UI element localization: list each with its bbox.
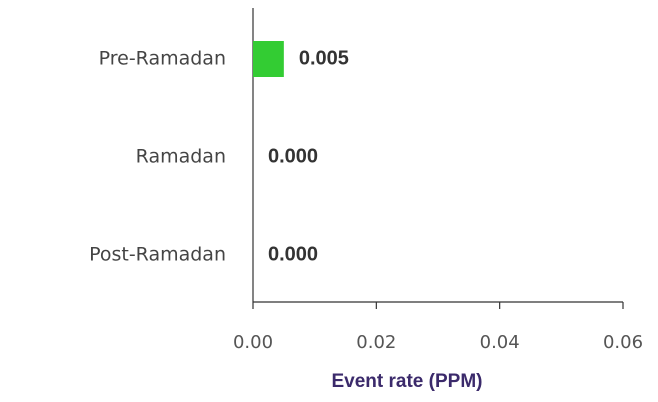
x-tick-label: 0.04 bbox=[480, 332, 520, 353]
x-axis-title: Event rate (PPM) bbox=[332, 371, 483, 392]
y-tick-label: Pre-Ramadan bbox=[99, 48, 226, 70]
y-tick-label: Post-Ramadan bbox=[89, 244, 226, 266]
x-tick-label: 0.06 bbox=[603, 332, 643, 353]
value-label: 0.000 bbox=[268, 243, 318, 265]
x-tick-label: 0.02 bbox=[356, 332, 396, 353]
bar bbox=[253, 41, 284, 77]
x-tick-label: 0.00 bbox=[233, 332, 273, 353]
y-tick-label: Ramadan bbox=[136, 146, 226, 168]
value-label: 0.000 bbox=[268, 145, 318, 167]
value-label: 0.005 bbox=[299, 47, 349, 69]
